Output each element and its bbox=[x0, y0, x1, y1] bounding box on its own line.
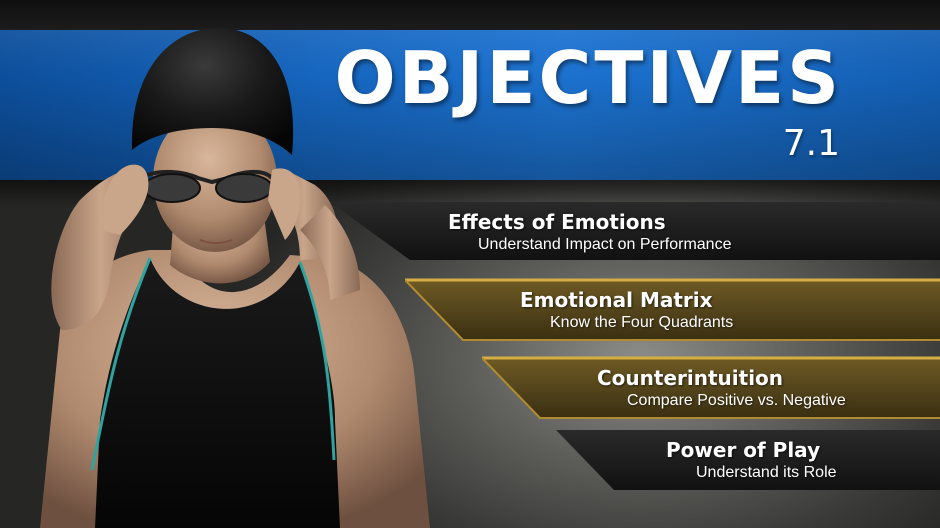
band-shape-dark bbox=[556, 430, 940, 490]
slide-subtitle: 7.1 bbox=[782, 123, 840, 164]
objective-band-4: Power of Play Understand its Role bbox=[556, 428, 940, 490]
objective-band-3: Counterintuition Compare Positive vs. Ne… bbox=[482, 356, 940, 419]
objective-title: Counterintuition bbox=[597, 366, 784, 390]
objective-band-2: Emotional Matrix Know the Four Quadrants bbox=[405, 278, 940, 341]
objective-description: Know the Four Quadrants bbox=[550, 314, 734, 331]
objective-description: Understand its Role bbox=[696, 464, 837, 481]
slide-title: OBJECTIVES bbox=[334, 36, 842, 120]
band-shape-gold bbox=[482, 356, 940, 419]
objective-title: Power of Play bbox=[666, 438, 821, 462]
objective-title: Emotional Matrix bbox=[520, 288, 713, 312]
band-shape-dark bbox=[330, 202, 940, 260]
objective-description: Compare Positive vs. Negative bbox=[627, 392, 846, 409]
objective-band-1: Effects of Emotions Understand Impact on… bbox=[330, 200, 940, 262]
band-shape-gold bbox=[405, 278, 940, 341]
top-strip bbox=[0, 0, 940, 30]
objective-description: Understand Impact on Performance bbox=[478, 236, 732, 253]
objective-title: Effects of Emotions bbox=[448, 210, 666, 234]
